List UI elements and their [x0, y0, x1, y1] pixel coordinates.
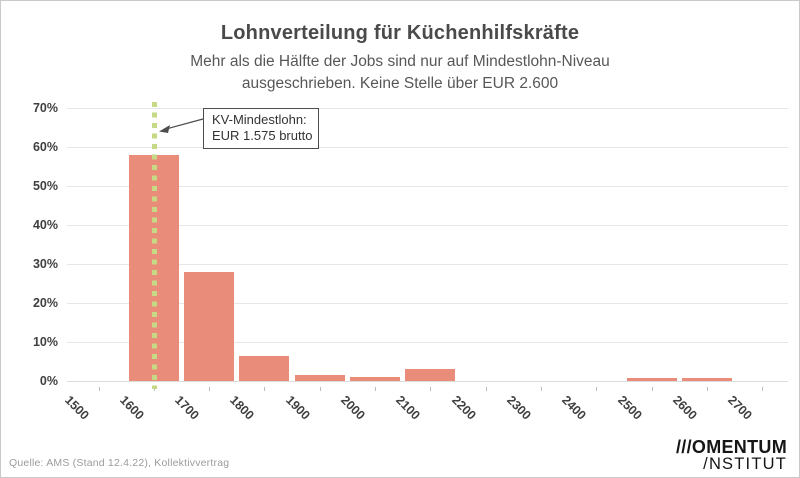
bar-2100 [405, 369, 456, 381]
x-tick-2000 [375, 387, 377, 391]
gridline-30 [67, 264, 788, 265]
gridline-50 [67, 186, 788, 187]
x-axis-label-1600: 1600 [116, 393, 147, 423]
y-axis-label-20: 20% [32, 296, 58, 310]
minimum-wage-callout: KV-Mindestlohn: EUR 1.575 brutto [203, 108, 319, 149]
x-axis-label-2600: 2600 [670, 393, 700, 423]
source-note: Quelle: AMS (Stand 12.4.22), Kollektivve… [9, 457, 230, 469]
x-tick-2700 [762, 387, 764, 391]
y-axis-label-50: 50% [32, 179, 58, 193]
minimum-wage-reference-line [151, 102, 157, 389]
bar-2500 [626, 377, 677, 381]
y-axis-label-60: 60% [32, 140, 58, 154]
x-axis-label-2200: 2200 [448, 393, 479, 423]
gridline-20 [67, 303, 788, 304]
y-axis-label-70: 70% [32, 101, 58, 115]
x-axis-label-2500: 2500 [614, 393, 645, 423]
x-axis-label-2300: 2300 [504, 393, 534, 423]
x-axis-label-2100: 2100 [393, 393, 424, 423]
x-axis-label-2000: 2000 [338, 393, 368, 423]
x-tick-1700 [209, 387, 211, 391]
y-axis-label-40: 40% [32, 218, 58, 232]
x-axis-label-1700: 1700 [172, 393, 202, 423]
y-axis-label-10: 10% [32, 335, 58, 349]
x-tick-2400 [596, 387, 598, 391]
momentum-institut-logo: ///OMENTUM /NSTITUT [676, 438, 787, 473]
bar-1800 [239, 355, 290, 381]
x-tick-1500 [98, 387, 100, 391]
x-axis-label-1800: 1800 [227, 393, 258, 423]
chart-subtitle-line1: Mehr als die Hälfte der Jobs sind nur au… [190, 53, 610, 70]
logo-wordmark-line1: ///OMENTUM [676, 437, 787, 457]
x-tick-2200 [485, 387, 487, 391]
x-axis-label-2700: 2700 [725, 393, 756, 423]
gridline-10 [67, 342, 788, 343]
bar-1700 [184, 271, 235, 381]
callout-text-line2: EUR 1.575 brutto [212, 128, 313, 143]
x-axis-label-1900: 1900 [282, 393, 313, 423]
x-axis-label-1500: 1500 [61, 393, 92, 423]
x-tick-2600 [707, 387, 709, 391]
gridline-70 [67, 108, 788, 109]
chart-subtitle-line2: ausgeschrieben. Keine Stelle über EUR 2.… [241, 75, 559, 92]
logo-wordmark-line2: /NSTITUT [703, 455, 787, 473]
x-tick-2100 [430, 387, 432, 391]
y-axis-label-0: 0% [39, 374, 58, 388]
y-axis-label-30: 30% [32, 257, 58, 271]
gridline-60 [67, 147, 788, 148]
bar-2000 [350, 377, 401, 381]
x-axis-label-2400: 2400 [559, 393, 590, 423]
x-tick-2300 [541, 387, 543, 391]
x-tick-2500 [651, 387, 653, 391]
bar-1900 [294, 375, 345, 381]
chart-title: Lohnverteilung für Küchenhilfskräfte [220, 22, 580, 44]
x-tick-1600 [153, 387, 155, 391]
x-tick-1800 [264, 387, 266, 391]
callout-text-line1: KV-Mindestlohn: [212, 112, 307, 127]
gridline-40 [67, 225, 788, 226]
bar-2600 [682, 377, 733, 381]
gridline-0 [67, 381, 788, 382]
x-tick-1900 [319, 387, 321, 391]
